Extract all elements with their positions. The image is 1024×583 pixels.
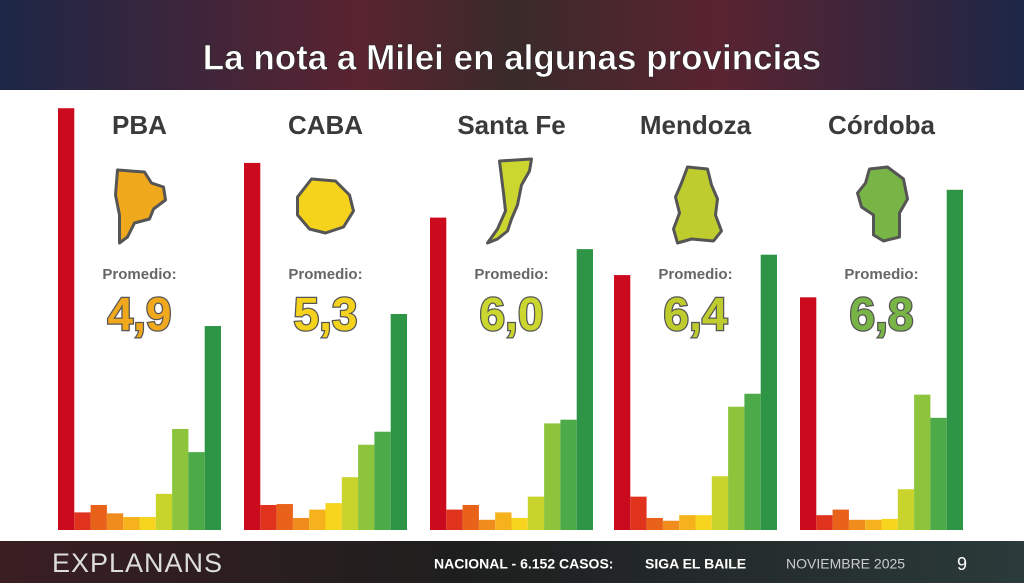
bar	[155, 493, 173, 530]
average-label: Promedio:	[844, 266, 918, 283]
bar	[816, 515, 833, 530]
average-label: Promedio:	[288, 266, 362, 283]
bar	[374, 431, 391, 530]
bar	[662, 520, 680, 530]
province-shape	[296, 177, 355, 235]
average-value: 5,3	[294, 288, 358, 340]
bar	[204, 326, 221, 530]
bar	[848, 519, 866, 530]
bar	[897, 489, 915, 530]
header-background	[0, 0, 1024, 90]
bar	[325, 503, 342, 530]
bar	[728, 406, 745, 530]
bar	[309, 509, 326, 530]
bar	[172, 428, 189, 530]
bar	[614, 275, 631, 530]
bar	[930, 417, 947, 530]
panel-title: Santa Fe	[457, 110, 565, 140]
bar	[832, 509, 849, 530]
bar	[90, 504, 107, 530]
page-number: 9	[957, 554, 967, 574]
bar	[744, 393, 761, 530]
bar	[123, 517, 140, 530]
bar	[946, 189, 963, 530]
bar	[430, 217, 447, 530]
bar	[544, 423, 561, 530]
average-value: 6,0	[480, 288, 544, 340]
average-value: 6,4	[664, 288, 728, 340]
bar	[462, 504, 479, 530]
footer-background	[0, 541, 1024, 583]
panel-title: Mendoza	[640, 110, 752, 140]
charts: PBA Promedio: 4,9 CABA Promedio: 5,3 Santa Fe P…	[58, 108, 963, 530]
bar	[646, 517, 663, 530]
slide-title: La nota a Milei en algunas provincias	[203, 38, 822, 77]
bar	[276, 504, 293, 530]
province-shape	[856, 165, 909, 243]
bar	[74, 512, 91, 530]
bar	[576, 249, 593, 530]
average-label: Promedio:	[474, 266, 548, 283]
bar	[139, 517, 156, 530]
bar	[495, 512, 512, 530]
bar	[188, 452, 205, 530]
bar	[341, 477, 359, 530]
bar	[914, 394, 931, 530]
bar	[800, 297, 817, 530]
survey: SIGA EL BAILE	[645, 556, 746, 572]
bar	[358, 444, 375, 530]
panel-title: CABA	[288, 110, 363, 140]
bar	[679, 515, 696, 530]
average-label: Promedio:	[658, 266, 732, 283]
bar	[292, 517, 310, 530]
average-value: 4,9	[108, 288, 172, 340]
province-shape	[672, 165, 723, 245]
sample: NACIONAL - 6.152 CASOS:	[434, 556, 613, 572]
bar	[560, 419, 577, 530]
panel-title: Córdoba	[828, 110, 935, 140]
average-value: 6,8	[850, 288, 914, 340]
bar	[446, 509, 463, 530]
bar	[260, 504, 277, 530]
bar	[865, 519, 882, 530]
province-shape	[114, 168, 167, 245]
bar	[527, 496, 545, 530]
bar	[244, 162, 261, 530]
bar	[106, 513, 124, 530]
bar	[58, 108, 75, 530]
bar	[760, 254, 777, 530]
bar	[511, 517, 528, 530]
bar	[881, 518, 898, 530]
date: NOVIEMBRE 2025	[786, 556, 905, 572]
bar	[711, 476, 729, 530]
bar	[478, 519, 496, 530]
bar	[630, 496, 647, 530]
bar	[390, 314, 407, 530]
average-label: Promedio:	[102, 266, 176, 283]
bar	[695, 515, 712, 530]
panel-title: PBA	[112, 110, 167, 140]
brand: EXPLANANS	[52, 548, 223, 578]
province-shape	[486, 157, 533, 245]
